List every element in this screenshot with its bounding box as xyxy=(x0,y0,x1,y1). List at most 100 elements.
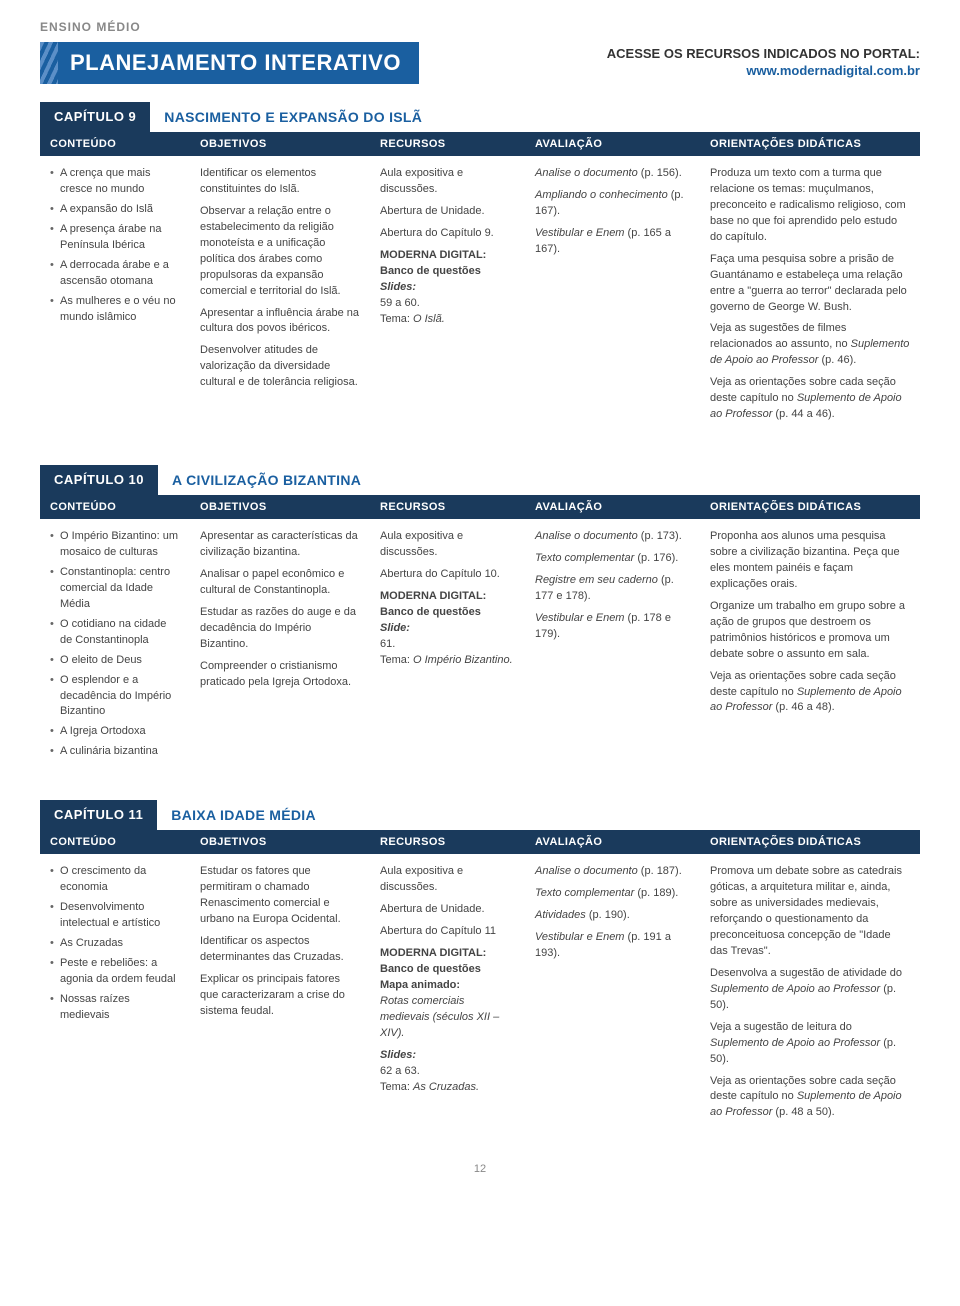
objetivo: Estudar os fatores que permitiram o cham… xyxy=(200,864,360,928)
col-objetivos: OBJETIVOS xyxy=(190,132,370,156)
recurso: Aula expositiva e discussões. xyxy=(380,529,515,561)
objetivo: Identificar os aspectos determinantes da… xyxy=(200,934,360,966)
col-orientacoes: ORIENTAÇÕES DIDÁTICAS xyxy=(700,830,920,854)
list-item: A Igreja Ortodoxa xyxy=(50,724,180,740)
recurso: 62 a 63. xyxy=(380,1064,515,1080)
column-headers: CONTEÚDO OBJETIVOS RECURSOS AVALIAÇÃO OR… xyxy=(40,132,920,156)
recurso: Aula expositiva e discussões. xyxy=(380,166,515,198)
avaliacao-item: Vestibular e Enem (p. 191 a 193). xyxy=(535,930,690,962)
portal-info: ACESSE OS RECURSOS INDICADOS NO PORTAL: … xyxy=(607,46,920,80)
recursos-cell: Aula expositiva e discussões. Abertura d… xyxy=(370,854,525,1141)
orientacoes-cell: Promova um debate sobre as catedrais gót… xyxy=(700,854,920,1141)
list-item: O cotidiano na cidade de Constantinopla xyxy=(50,617,180,649)
list-item: As Cruzadas xyxy=(50,936,180,952)
orientacao: Faça uma pesquisa sobre a prisão de Guan… xyxy=(710,252,910,316)
recurso-ital: Slide: xyxy=(380,621,515,637)
recurso: Abertura do Capítulo 9. xyxy=(380,226,515,242)
col-conteudo: CONTEÚDO xyxy=(40,495,190,519)
avaliacao-item: Atividades (p. 190). xyxy=(535,908,690,924)
recurso: Abertura de Unidade. xyxy=(380,204,515,220)
col-orientacoes: ORIENTAÇÕES DIDÁTICAS xyxy=(700,495,920,519)
orientacao: Proponha aos alunos uma pesquisa sobre a… xyxy=(710,529,910,593)
list-item: O Império Bizantino: um mosaico de cultu… xyxy=(50,529,180,561)
recurso-ital: Slides: xyxy=(380,1048,515,1064)
avaliacao-item: Analise o documento (p. 156). xyxy=(535,166,690,182)
list-item: Nossas raízes medievais xyxy=(50,992,180,1024)
list-item: O esplendor e a decadência do Império Bi… xyxy=(50,673,180,721)
list-item: Peste e rebeliões: a agonia da ordem feu… xyxy=(50,956,180,988)
avaliacao-item: Ampliando o conhecimento (p. 167). xyxy=(535,188,690,220)
objetivo: Desenvolver atitudes de valorização da d… xyxy=(200,343,360,391)
recurso: 59 a 60. xyxy=(380,296,515,312)
chapter-title: NASCIMENTO E EXPANSÃO DO ISLÃ xyxy=(150,102,422,132)
list-item: O crescimento da economia xyxy=(50,864,180,896)
col-recursos: RECURSOS xyxy=(370,495,525,519)
orientacoes-cell: Proponha aos alunos uma pesquisa sobre a… xyxy=(700,519,920,778)
recurso-ital: Rotas comerciais medievais (séculos XII … xyxy=(380,994,515,1042)
recurso-bold: Mapa animado: xyxy=(380,978,515,994)
avaliacao-cell: Analise o documento (p. 187). Texto comp… xyxy=(525,854,700,1141)
col-conteudo: CONTEÚDO xyxy=(40,132,190,156)
recurso: Aula expositiva e discussões. xyxy=(380,864,515,896)
objetivo: Analisar o papel econômico e cultural de… xyxy=(200,567,360,599)
list-item: Desenvolvimento intelectual e artístico xyxy=(50,900,180,932)
content-row: O crescimento da economia Desenvolviment… xyxy=(40,854,920,1141)
col-conteudo: CONTEÚDO xyxy=(40,830,190,854)
avaliacao-item: Analise o documento (p. 173). xyxy=(535,529,690,545)
chapter-badge: CAPÍTULO 10 xyxy=(40,465,158,495)
orientacao: Promova um debate sobre as catedrais gót… xyxy=(710,864,910,960)
page-title: PLANEJAMENTO INTERATIVO xyxy=(40,42,419,84)
chapter-badge: CAPÍTULO 9 xyxy=(40,102,150,132)
objetivo: Apresentar a influência árabe na cultura… xyxy=(200,306,360,338)
avaliacao-cell: Analise o documento (p. 156). Ampliando … xyxy=(525,156,700,443)
objetivos-cell: Apresentar as características da civiliz… xyxy=(190,519,370,778)
conteudo-cell: A crença que mais cresce no mundo A expa… xyxy=(40,156,190,443)
recurso: Tema: O Islã. xyxy=(380,312,515,328)
recurso-bold: Banco de questões xyxy=(380,962,515,978)
avaliacao-item: Texto complementar (p. 189). xyxy=(535,886,690,902)
objetivo: Identificar os elementos constituintes d… xyxy=(200,166,360,198)
page-number: 12 xyxy=(40,1163,920,1175)
content-row: A crença que mais cresce no mundo A expa… xyxy=(40,156,920,443)
list-item: A presença árabe na Península Ibérica xyxy=(50,222,180,254)
col-orientacoes: ORIENTAÇÕES DIDÁTICAS xyxy=(700,132,920,156)
header-level: ENSINO MÉDIO xyxy=(40,20,920,34)
orientacao: Produza um texto com a turma que relacio… xyxy=(710,166,910,246)
recurso: Abertura do Capítulo 11 xyxy=(380,924,515,940)
recursos-cell: Aula expositiva e discussões. Abertura d… xyxy=(370,156,525,443)
conteudo-cell: O crescimento da economia Desenvolviment… xyxy=(40,854,190,1141)
recurso-bold: MODERNA DIGITAL: xyxy=(380,946,515,962)
portal-url: www.modernadigital.com.br xyxy=(607,63,920,80)
recurso: Tema: O Império Bizantino. xyxy=(380,653,515,669)
recurso-bold: MODERNA DIGITAL: xyxy=(380,589,515,605)
recurso-bold: MODERNA DIGITAL: xyxy=(380,248,515,264)
avaliacao-item: Registre em seu caderno (p. 177 e 178). xyxy=(535,573,690,605)
avaliacao-item: Vestibular e Enem (p. 165 a 167). xyxy=(535,226,690,258)
chapter-badge: CAPÍTULO 11 xyxy=(40,800,157,830)
objetivos-cell: Identificar os elementos constituintes d… xyxy=(190,156,370,443)
col-objetivos: OBJETIVOS xyxy=(190,495,370,519)
recurso-bold: Banco de questões xyxy=(380,605,515,621)
chapter-title: A CIVILIZAÇÃO BIZANTINA xyxy=(158,465,361,495)
col-recursos: RECURSOS xyxy=(370,830,525,854)
list-item: As mulheres e o véu no mundo islâmico xyxy=(50,294,180,326)
objetivo: Explicar os principais fatores que carac… xyxy=(200,972,360,1020)
recurso: 61. xyxy=(380,637,515,653)
list-item: A crença que mais cresce no mundo xyxy=(50,166,180,198)
recurso: Tema: As Cruzadas. xyxy=(380,1080,515,1096)
list-item: A derrocada árabe e a ascensão otomana xyxy=(50,258,180,290)
col-avaliacao: AVALIAÇÃO xyxy=(525,132,700,156)
avaliacao-item: Texto complementar (p. 176). xyxy=(535,551,690,567)
orientacao: Veja as orientações sobre cada seção des… xyxy=(710,669,910,717)
orientacao: Veja as orientações sobre cada seção des… xyxy=(710,1074,910,1122)
objetivo: Apresentar as características da civiliz… xyxy=(200,529,360,561)
recurso: Abertura de Unidade. xyxy=(380,902,515,918)
orientacao: Veja as orientações sobre cada seção des… xyxy=(710,375,910,423)
content-row: O Império Bizantino: um mosaico de cultu… xyxy=(40,519,920,778)
orientacao: Organize um trabalho em grupo sobre a aç… xyxy=(710,599,910,663)
chapter-11: CAPÍTULO 11 BAIXA IDADE MÉDIA CONTEÚDO O… xyxy=(40,800,920,1141)
objetivo: Estudar as razões do auge e da decadênci… xyxy=(200,605,360,653)
title-row: PLANEJAMENTO INTERATIVO ACESSE OS RECURS… xyxy=(40,42,920,84)
objetivos-cell: Estudar os fatores que permitiram o cham… xyxy=(190,854,370,1141)
col-avaliacao: AVALIAÇÃO xyxy=(525,830,700,854)
